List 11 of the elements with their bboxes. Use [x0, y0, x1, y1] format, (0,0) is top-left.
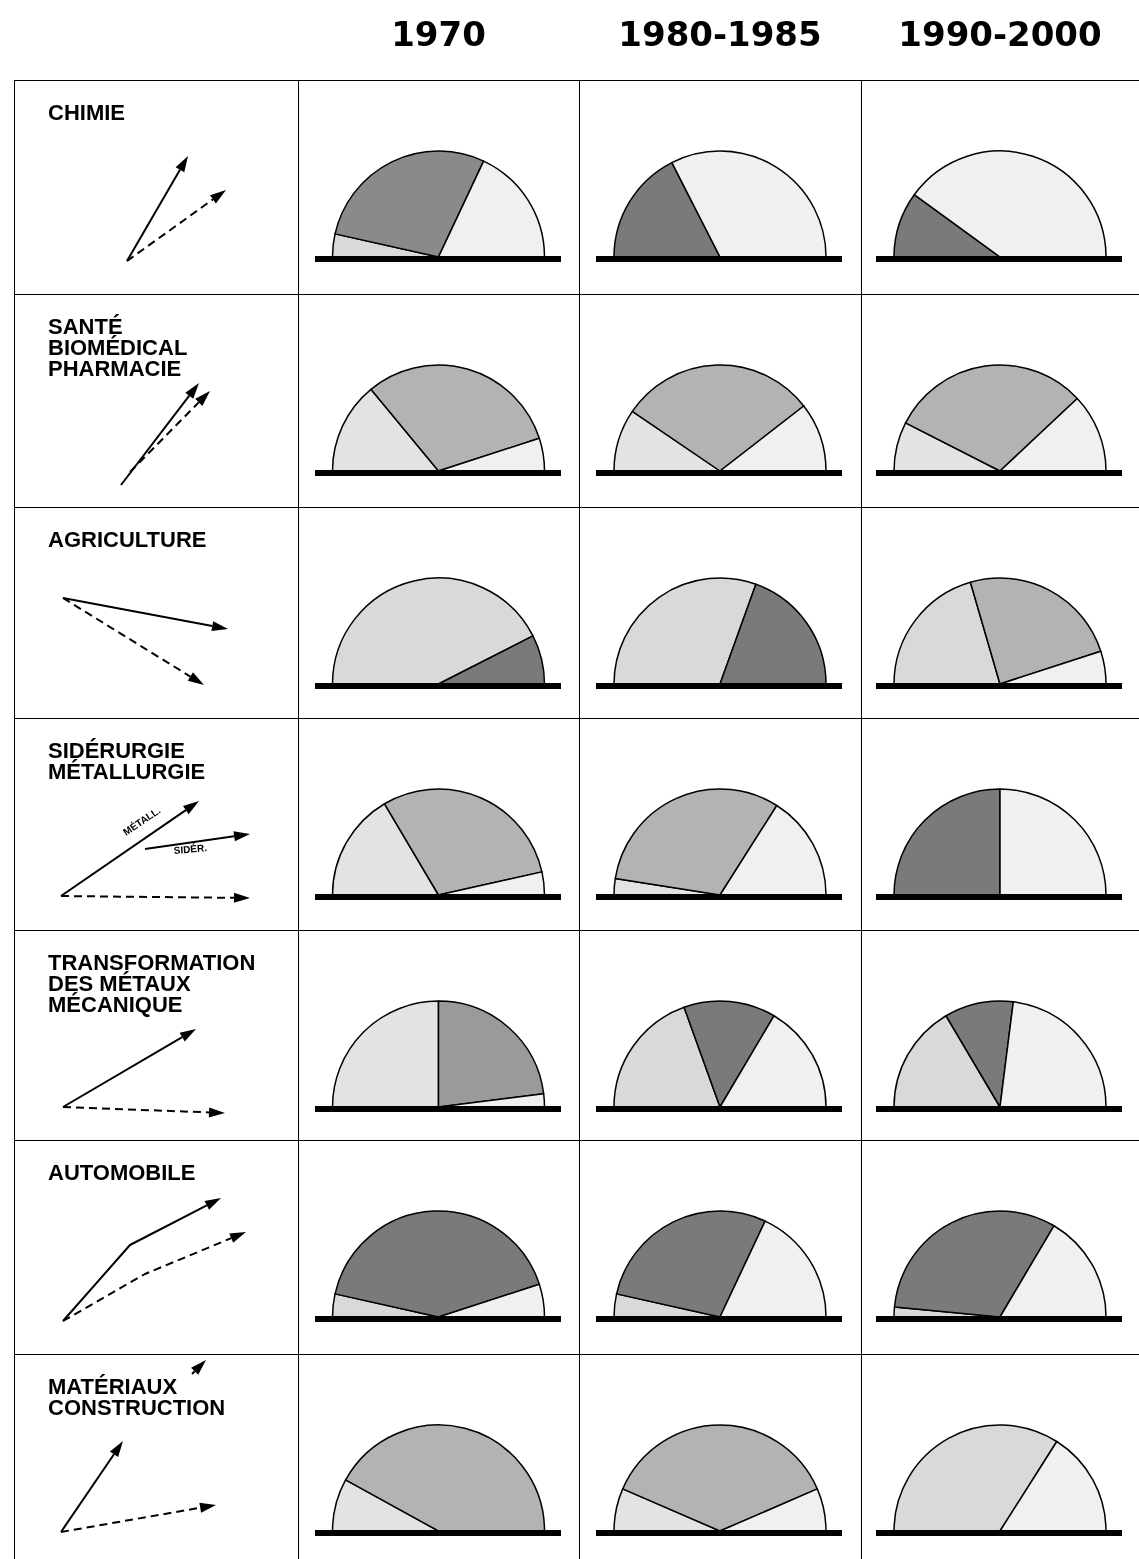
text: SIDÉR. [173, 841, 208, 856]
text: SANTÉ BIOMÉDICAL PHARMACIE [48, 314, 188, 381]
text: AUTOMOBILE [48, 1160, 196, 1185]
chart-title: 1980-1985 [618, 14, 822, 54]
chart-title: 1990-2000 [898, 14, 1102, 54]
chart-title: 1970 [391, 14, 486, 54]
text: SIDÉRURGIE MÉTALLURGIE [48, 738, 206, 784]
text: AGRICULTURE [48, 527, 207, 552]
text: CHIMIE [48, 100, 125, 125]
text: MATÉRIAUX CONSTRUCTION [48, 1374, 226, 1420]
text: TRANSFORMATION DES MÉTAUX MÉCANIQUE [48, 950, 256, 1017]
